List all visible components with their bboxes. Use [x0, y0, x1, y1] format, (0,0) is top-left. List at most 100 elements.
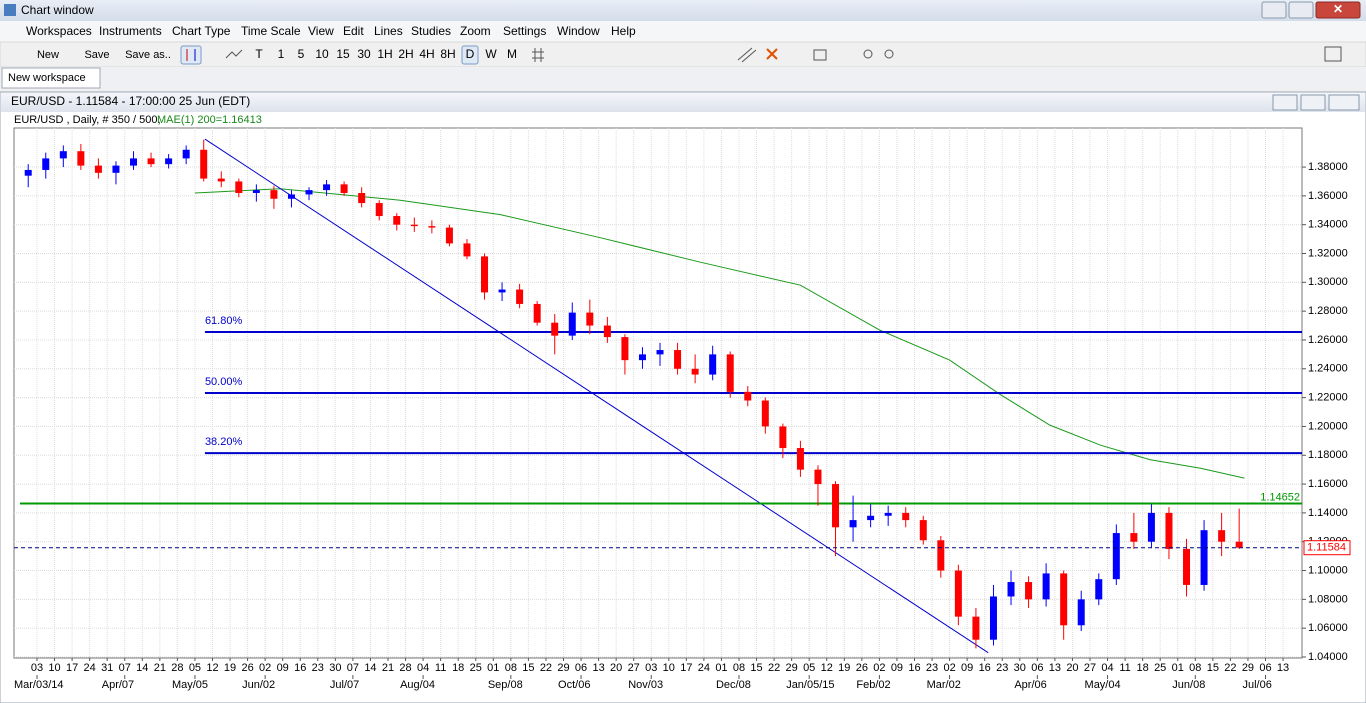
candle-body [674, 350, 682, 369]
month-label: Sep/08 [488, 679, 523, 691]
x-tick-label: 26 [241, 662, 253, 674]
x-tick-label: 29 [557, 662, 569, 674]
menu-item[interactable]: Zoom [460, 24, 491, 38]
chart-close[interactable] [1328, 94, 1360, 111]
plot: 61.80% 50.00% 38.20% 1.14652 [14, 138, 1302, 654]
candle-body [358, 192, 366, 204]
candle-body [533, 303, 541, 323]
timeframe-button[interactable]: 1 [278, 47, 285, 61]
menu-item[interactable]: Instruments [99, 24, 162, 38]
month-label: Dec/08 [716, 679, 751, 691]
candle-body [410, 224, 418, 227]
timeframe-button[interactable]: 2H [398, 47, 413, 61]
toolbar-button[interactable]: Save as.. [125, 49, 171, 61]
candle-body [1200, 530, 1208, 585]
candle-body [1112, 533, 1120, 580]
candle-button[interactable] [180, 45, 202, 65]
toolbar-button[interactable]: New [37, 49, 59, 61]
timeframe-button[interactable]: T [255, 47, 263, 61]
x-tick-label: 08 [733, 662, 745, 674]
x-tick-label: 06 [1031, 662, 1043, 674]
timeframe-button[interactable]: D [466, 47, 475, 61]
maximize-button[interactable] [1288, 1, 1314, 19]
zoom-in-icon[interactable] [863, 49, 873, 59]
menu-item[interactable]: Studies [411, 24, 451, 38]
month-label: Mar/03/14 [14, 679, 64, 691]
candle-body [638, 354, 646, 361]
candle-body [954, 570, 962, 617]
tab-label[interactable]: New workspace [8, 72, 86, 84]
close-button[interactable] [1315, 1, 1361, 19]
x-tick-label: 30 [1014, 662, 1026, 674]
x-tick-label: 20 [1066, 662, 1078, 674]
timeframe-button[interactable]: 4H [419, 47, 434, 61]
x-tick-label: 28 [171, 662, 183, 674]
zoom-out-icon[interactable] [884, 49, 894, 59]
candle-body [761, 400, 769, 427]
candle-body [393, 216, 401, 225]
x-tick-label: 11 [1119, 662, 1130, 674]
x-tick-label: 19 [838, 662, 850, 674]
menu-item[interactable]: Chart Type [172, 24, 231, 38]
candle-body [568, 312, 576, 336]
menu-item[interactable]: Help [611, 24, 636, 38]
line-chart-icon[interactable] [225, 49, 243, 59]
minimize-button[interactable] [1261, 1, 1287, 19]
toolbar-button[interactable]: Save [84, 49, 109, 61]
indicator-legend: MAE(1) 200=1.16413 [157, 114, 262, 126]
current-price-box [1303, 540, 1351, 556]
x-tick-label: 04 [1101, 662, 1113, 674]
menu-item[interactable]: Lines [374, 24, 403, 38]
timeframe-button[interactable]: 15 [336, 47, 350, 61]
candle-body [217, 178, 225, 182]
parallel-lines-icon[interactable] [737, 47, 757, 63]
chart-window-header [1, 93, 1365, 112]
x-tick-label: 08 [505, 662, 517, 674]
candle-body [375, 203, 383, 217]
menu-item[interactable]: Window [557, 24, 600, 38]
menu-item[interactable]: Settings [503, 24, 546, 38]
menu-item[interactable]: Workspaces [26, 24, 92, 38]
x-tick-label: 20 [610, 662, 622, 674]
chart-info: EUR/USD , Daily, # 350 / 500, [14, 114, 161, 126]
menu-item[interactable]: Edit [343, 24, 364, 38]
x-tick-label: 06 [1259, 662, 1271, 674]
timeframe-button[interactable]: M [507, 47, 517, 61]
workspace-tab[interactable] [1, 67, 101, 89]
timeframe-button[interactable]: 5 [298, 47, 305, 61]
timeframe-button[interactable]: 8H [440, 47, 455, 61]
timeframe-button[interactable]: 1H [377, 47, 392, 61]
menu-item[interactable]: Time Scale [241, 24, 301, 38]
fib-label: 38.20% [205, 436, 243, 448]
timeframe-button[interactable]: W [485, 47, 497, 61]
title-bar [0, 0, 1366, 21]
x-tick-label: 16 [979, 662, 991, 674]
x-tick-label: 07 [347, 662, 359, 674]
candle-body [884, 512, 892, 516]
selected-timeframe [461, 45, 479, 65]
chart-window-title: EUR/USD - 1.11584 - 17:00:00 25 Jun (EDT… [11, 94, 250, 108]
x-tick-label: 03 [31, 662, 43, 674]
candle-body [1183, 548, 1191, 585]
x-tick-label: 05 [189, 662, 201, 674]
timeframe-button[interactable]: 10 [315, 47, 329, 61]
delete-icon[interactable] [766, 48, 778, 60]
chart-restore[interactable] [1300, 94, 1326, 111]
grid-icon[interactable] [532, 48, 544, 62]
candle-body [814, 469, 822, 485]
x-tick-label: 18 [452, 662, 464, 674]
candle-body [1095, 579, 1103, 600]
timeframe-button[interactable]: 30 [357, 47, 371, 61]
x-tick-label: 09 [961, 662, 973, 674]
x-tick-label: 21 [382, 662, 394, 674]
print-icon[interactable] [813, 49, 827, 61]
chart-minimize[interactable] [1272, 94, 1298, 111]
x-tick-label: 15 [750, 662, 762, 674]
candle-body [165, 158, 173, 165]
y-tick-label: 1.34000 [1308, 219, 1348, 231]
close-glyph: ✕ [1333, 2, 1343, 16]
candle-body [1025, 582, 1033, 600]
panel-icon[interactable] [1324, 46, 1342, 62]
menu-item[interactable]: View [308, 24, 334, 38]
candle-body [621, 337, 629, 361]
